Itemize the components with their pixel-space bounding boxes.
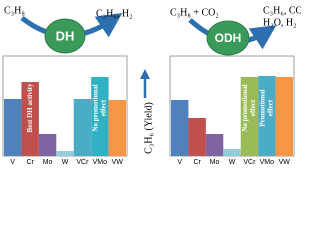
bar (171, 100, 189, 156)
graphical-abstract: DH C₃H₈ C₃H₆, H₂ ODH C₃H₈ + CO₂ C₃H₆, CO… (2, 5, 301, 166)
category-label: V (177, 159, 182, 166)
bar (275, 77, 293, 156)
bar (108, 100, 126, 156)
process-badge (44, 18, 86, 54)
bar (205, 134, 224, 156)
process-badge (206, 20, 250, 56)
category-label: VW (112, 159, 124, 166)
category-label: VCr (243, 159, 256, 166)
bar (38, 134, 57, 156)
process: ODH (215, 31, 242, 45)
annotation: effect (249, 99, 257, 116)
process: DH (56, 28, 75, 43)
annotation: effect (99, 99, 107, 116)
products: H₂O, H₂ (263, 17, 297, 28)
category-label: Mo (210, 159, 220, 166)
category-label: V (10, 159, 15, 166)
bar (91, 77, 109, 156)
annotation: effect (266, 99, 274, 116)
annotation: No promotional (91, 84, 99, 131)
products: C₃H₆, H₂ (96, 8, 133, 19)
category-label: Cr (193, 159, 201, 166)
bar (223, 149, 241, 156)
bar (258, 76, 276, 156)
category-label: W (62, 159, 69, 166)
y-axis-label: C₃H₆ (Yield) (143, 102, 154, 154)
reactants: C₃H₈ + CO₂ (170, 7, 219, 18)
category-label: VMo (260, 159, 275, 166)
bar (4, 99, 22, 156)
bar (240, 77, 259, 156)
category-label: Cr (26, 159, 34, 166)
annotation: No promotional (241, 84, 249, 131)
reactants: C₃H₈ (4, 5, 25, 16)
products: C₃H₆, CO, (263, 5, 301, 16)
annotation: Promotional (258, 89, 266, 126)
category-label: VW (279, 159, 291, 166)
category-label: Mo (43, 159, 53, 166)
category-label: VMo (93, 159, 108, 166)
bar (188, 118, 206, 156)
bar (56, 151, 74, 156)
category-label: W (229, 159, 236, 166)
bar (21, 82, 39, 156)
category-label: VCr (76, 159, 89, 166)
annotation: Best DH activity (26, 83, 34, 132)
bar (73, 99, 92, 156)
